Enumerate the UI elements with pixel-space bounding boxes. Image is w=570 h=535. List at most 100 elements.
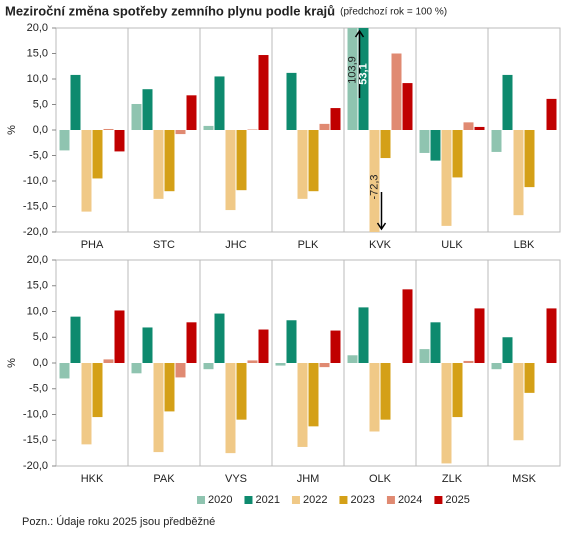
bar xyxy=(175,363,186,378)
bar xyxy=(524,363,535,393)
legend-swatch xyxy=(434,496,443,504)
legend-label: 2024 xyxy=(398,494,422,506)
bar xyxy=(175,130,186,135)
data-label: 53,1 xyxy=(357,63,369,84)
bar xyxy=(369,130,380,232)
bar xyxy=(258,55,269,130)
x-tick-label: ULK xyxy=(441,239,463,251)
y-tick-label: -15,0 xyxy=(23,434,48,446)
y-tick-label: 20,0 xyxy=(27,254,48,266)
bar xyxy=(402,289,413,363)
bars xyxy=(59,289,557,464)
bar xyxy=(258,329,269,363)
note: Pozn.: Údaje roku 2025 jsou předběžné xyxy=(22,515,215,528)
bar xyxy=(225,363,236,454)
x-tick-label: STC xyxy=(153,239,175,251)
bar xyxy=(153,363,164,453)
y-tick-label: -15,0 xyxy=(23,200,48,212)
bar xyxy=(502,74,513,130)
bar xyxy=(59,130,70,151)
bar xyxy=(247,360,258,363)
bar xyxy=(275,363,286,366)
bar xyxy=(186,95,197,130)
y-tick-label: 15,0 xyxy=(27,47,48,59)
chart-title: Meziroční změna spotřeby zemního plynu p… xyxy=(5,3,335,18)
y-tick-label: -10,0 xyxy=(23,175,48,187)
bar xyxy=(452,130,463,178)
bar xyxy=(319,123,330,130)
legend-label: 2023 xyxy=(350,494,374,506)
bar xyxy=(214,313,225,363)
bar xyxy=(247,129,258,130)
bar xyxy=(513,130,524,216)
bar xyxy=(358,28,369,130)
bar xyxy=(236,130,247,191)
bar xyxy=(142,327,153,363)
bar xyxy=(164,130,175,192)
bar xyxy=(330,330,341,363)
x-tick-label: JHM xyxy=(297,473,320,485)
bar xyxy=(380,130,391,159)
arrow-head xyxy=(376,222,387,231)
bar xyxy=(474,126,485,130)
bar xyxy=(430,322,441,363)
bar xyxy=(491,130,502,152)
bar xyxy=(391,53,402,130)
bar xyxy=(441,363,452,464)
data-label: -72,3 xyxy=(368,174,380,199)
bar xyxy=(358,307,369,363)
bar xyxy=(419,349,430,363)
y-tick-label: 20,0 xyxy=(27,22,48,34)
bar xyxy=(286,320,297,363)
legend-swatch xyxy=(244,496,253,504)
bar xyxy=(524,130,535,188)
legend-label: 2025 xyxy=(445,494,469,506)
y-tick-label: -5,0 xyxy=(29,383,48,395)
bar xyxy=(164,363,175,412)
bar xyxy=(430,130,441,161)
bar xyxy=(463,122,474,130)
legend-label: 2020 xyxy=(208,494,232,506)
y-axis-label: % xyxy=(6,358,18,368)
bar xyxy=(70,74,81,130)
bar xyxy=(142,89,153,130)
legend-label: 2022 xyxy=(303,494,327,506)
bar xyxy=(186,322,197,363)
y-tick-label: 10,0 xyxy=(27,305,48,317)
x-tick-label: KVK xyxy=(369,239,392,251)
bar xyxy=(369,363,380,432)
bar xyxy=(319,363,330,368)
bar xyxy=(81,363,92,445)
legend-swatch xyxy=(386,496,395,504)
bar xyxy=(70,316,81,363)
bar xyxy=(225,130,236,211)
x-tick-label: VYS xyxy=(225,473,247,485)
x-tick-label: MSK xyxy=(512,473,537,485)
bar xyxy=(131,363,142,374)
arrow-head xyxy=(354,29,365,38)
x-tick-label: PHA xyxy=(81,239,104,251)
x-tick-label: JHC xyxy=(225,239,246,251)
y-tick-label: -20,0 xyxy=(23,226,48,238)
data-label: 103,9 xyxy=(346,56,358,84)
y-tick-label: -5,0 xyxy=(29,149,48,161)
bar xyxy=(513,363,524,441)
legend-label: 2021 xyxy=(255,494,279,506)
bar xyxy=(463,360,474,363)
bar xyxy=(214,76,225,130)
bar xyxy=(347,28,358,130)
x-tick-label: ZLK xyxy=(442,473,463,485)
bar xyxy=(81,130,92,212)
bar xyxy=(297,363,308,447)
bar xyxy=(491,363,502,370)
x-tick-label: PLK xyxy=(298,239,319,251)
bar xyxy=(402,83,413,130)
legend-swatch xyxy=(197,496,205,504)
bar xyxy=(330,108,341,130)
bar xyxy=(153,130,164,199)
bars xyxy=(59,28,557,232)
bar xyxy=(452,363,463,418)
bar xyxy=(419,130,430,153)
y-tick-label: 10,0 xyxy=(27,73,48,85)
